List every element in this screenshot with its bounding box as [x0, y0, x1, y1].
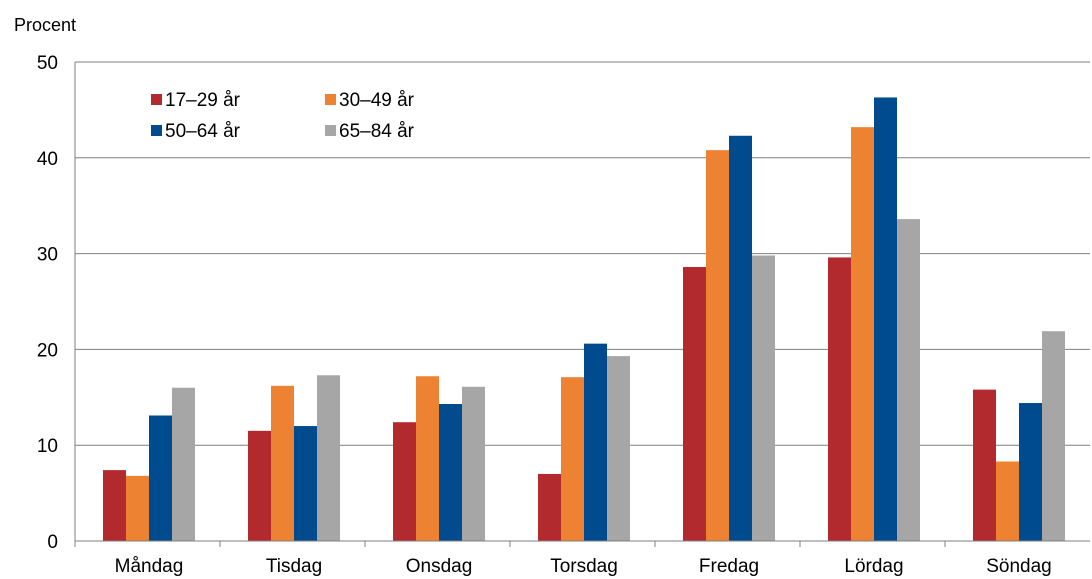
bar: [996, 461, 1019, 541]
bar: [874, 97, 897, 542]
bar: [607, 356, 630, 541]
x-tick-label: Måndag: [115, 556, 184, 577]
legend-swatch: [151, 125, 162, 136]
x-tick-label: Onsdag: [406, 556, 473, 577]
y-tick-label: 50: [37, 53, 58, 74]
bar: [294, 426, 317, 541]
bar: [584, 343, 607, 541]
gridlines: [75, 61, 1090, 446]
bar: [1019, 403, 1042, 541]
x-tick-label: Tisdag: [266, 556, 322, 577]
axes: 0 10 20 30 40 50 Måndag Tisdag Onsdag Torsdag Fred…: [37, 53, 1090, 577]
x-tick-label: Söndag: [986, 556, 1052, 577]
legend-label: 50–64 år: [165, 121, 241, 142]
bar: [538, 473, 561, 541]
bar: [103, 470, 126, 541]
y-tick-label: 20: [37, 340, 58, 361]
bar: [752, 255, 775, 542]
legend: 17–29 år 30–49 år 50–64 år 65–84 år: [151, 90, 415, 142]
legend-label: 65–84 år: [339, 121, 415, 142]
bar: [828, 257, 851, 541]
y-tick-label: 40: [37, 149, 58, 170]
bar: [462, 386, 485, 541]
bar: [393, 422, 416, 541]
x-tick-label: Fredag: [699, 556, 759, 577]
bar: [729, 135, 752, 542]
bars: [103, 97, 1065, 542]
bar: [683, 267, 706, 541]
bar: [271, 385, 294, 541]
legend-swatch: [151, 94, 162, 105]
legend-swatch: [325, 94, 336, 105]
y-tick-label: 10: [37, 436, 58, 457]
bar: [561, 377, 584, 541]
bar: [1042, 331, 1065, 541]
x-tick-label: Torsdag: [550, 556, 618, 577]
bar: [149, 415, 172, 541]
legend-swatch: [325, 125, 336, 136]
x-tick-label: Lördag: [844, 556, 903, 577]
legend-label: 17–29 år: [165, 90, 241, 111]
bar: [439, 404, 462, 541]
bar: [248, 430, 271, 541]
y-unit-label: Procent: [14, 15, 76, 35]
bar: [126, 475, 149, 541]
bar: [851, 127, 874, 542]
bar: [973, 389, 996, 541]
y-tick-label: 0: [47, 532, 58, 553]
bar: [416, 376, 439, 541]
y-tick-label: 30: [37, 245, 58, 266]
bar: [706, 150, 729, 542]
legend-label: 30–49 år: [339, 90, 415, 111]
bar: [317, 375, 340, 541]
bar: [897, 219, 920, 541]
bar: [172, 387, 195, 541]
